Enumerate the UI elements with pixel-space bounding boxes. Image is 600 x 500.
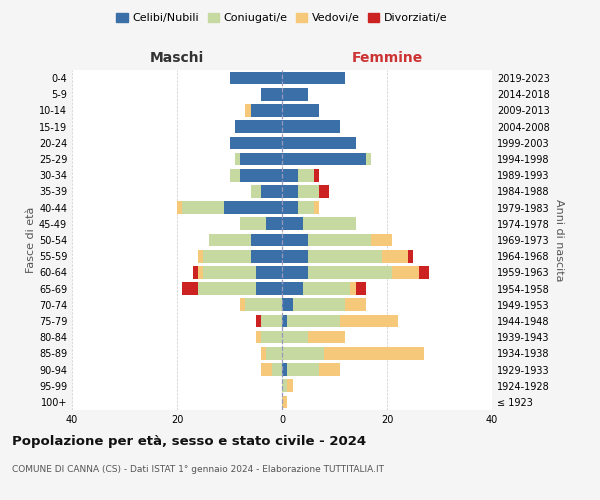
Bar	[287, 380, 293, 392]
Bar	[271, 363, 282, 376]
Text: Femmine: Femmine	[352, 51, 422, 65]
Bar	[282, 218, 303, 230]
Bar	[324, 347, 424, 360]
Bar	[235, 152, 240, 166]
Bar	[256, 282, 282, 295]
Bar	[298, 202, 314, 214]
Legend: Celibi/Nubili, Coniugati/e, Vedovi/e, Divorziati/e: Celibi/Nubili, Coniugati/e, Vedovi/e, Di…	[112, 8, 452, 28]
Bar	[203, 266, 256, 278]
Bar	[282, 202, 298, 214]
Text: Popolazione per età, sesso e stato civile - 2024: Popolazione per età, sesso e stato civil…	[12, 435, 366, 448]
Bar	[224, 202, 282, 214]
Bar	[419, 266, 429, 278]
Bar	[229, 72, 282, 85]
Bar	[282, 347, 324, 360]
Bar	[314, 202, 319, 214]
Bar	[282, 169, 298, 181]
Bar	[345, 298, 366, 311]
Bar	[240, 169, 282, 181]
Bar	[229, 169, 240, 181]
Bar	[282, 396, 287, 408]
Bar	[350, 282, 355, 295]
Bar	[382, 250, 408, 262]
Bar	[282, 298, 293, 311]
Bar	[282, 120, 340, 133]
Bar	[182, 202, 224, 214]
Bar	[308, 266, 392, 278]
Bar	[256, 331, 261, 344]
Bar	[266, 218, 282, 230]
Bar	[282, 234, 308, 246]
Bar	[266, 347, 282, 360]
Bar	[282, 72, 345, 85]
Bar	[282, 185, 298, 198]
Bar	[287, 314, 340, 328]
Bar	[282, 314, 287, 328]
Bar	[303, 218, 355, 230]
Text: COMUNE DI CANNA (CS) - Dati ISTAT 1° gennaio 2024 - Elaborazione TUTTITALIA.IT: COMUNE DI CANNA (CS) - Dati ISTAT 1° gen…	[12, 465, 384, 474]
Bar	[282, 363, 287, 376]
Bar	[251, 234, 282, 246]
Bar	[261, 185, 282, 198]
Bar	[282, 266, 308, 278]
Bar	[245, 298, 282, 311]
Bar	[355, 282, 366, 295]
Bar	[240, 218, 266, 230]
Bar	[209, 234, 251, 246]
Bar	[282, 152, 366, 166]
Bar	[235, 120, 282, 133]
Bar	[293, 298, 345, 311]
Bar	[282, 380, 287, 392]
Bar	[319, 363, 340, 376]
Bar	[245, 104, 251, 117]
Bar	[282, 331, 308, 344]
Bar	[203, 250, 251, 262]
Bar	[251, 250, 282, 262]
Bar	[282, 88, 308, 101]
Bar	[251, 185, 261, 198]
Bar	[261, 347, 266, 360]
Bar	[319, 185, 329, 198]
Bar	[287, 363, 319, 376]
Bar	[392, 266, 419, 278]
Bar	[408, 250, 413, 262]
Bar	[261, 363, 271, 376]
Bar	[298, 185, 319, 198]
Bar	[340, 314, 398, 328]
Y-axis label: Fasce di età: Fasce di età	[26, 207, 36, 273]
Bar	[282, 282, 303, 295]
Bar	[282, 104, 319, 117]
Bar	[308, 234, 371, 246]
Bar	[371, 234, 392, 246]
Bar	[366, 152, 371, 166]
Bar	[198, 282, 256, 295]
Bar	[240, 298, 245, 311]
Bar	[298, 169, 314, 181]
Bar	[282, 250, 308, 262]
Bar	[308, 250, 382, 262]
Bar	[261, 88, 282, 101]
Bar	[193, 266, 198, 278]
Bar	[251, 104, 282, 117]
Bar	[177, 202, 182, 214]
Bar	[256, 266, 282, 278]
Bar	[282, 136, 355, 149]
Bar	[240, 152, 282, 166]
Bar	[182, 282, 198, 295]
Bar	[261, 314, 282, 328]
Bar	[314, 169, 319, 181]
Bar	[198, 250, 203, 262]
Bar	[303, 282, 350, 295]
Bar	[256, 314, 261, 328]
Bar	[229, 136, 282, 149]
Y-axis label: Anni di nascita: Anni di nascita	[554, 198, 563, 281]
Bar	[261, 331, 282, 344]
Bar	[308, 331, 345, 344]
Bar	[198, 266, 203, 278]
Text: Maschi: Maschi	[150, 51, 204, 65]
